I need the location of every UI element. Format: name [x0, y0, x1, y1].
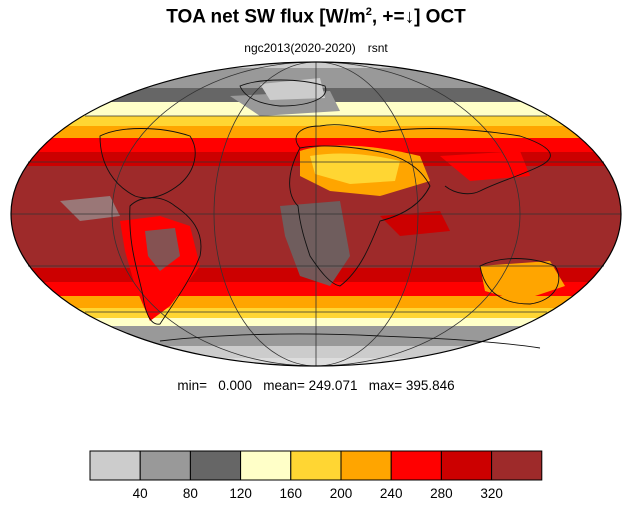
colorbar-tick-label: 40 — [133, 486, 148, 501]
colorbar: 40 80 120 160 200 240 280 320 — [89, 450, 543, 501]
greenland-core — [260, 78, 325, 100]
colorbar-box — [290, 450, 342, 481]
map-subtitle: ngc2013(2020-2020) rsnt — [0, 41, 632, 55]
colorbar-tick-label: 320 — [480, 486, 503, 501]
map-outline — [10, 61, 622, 367]
sahara-core — [310, 153, 400, 184]
coastlines — [99, 79, 560, 349]
colorbar-tick-label: 200 — [330, 486, 353, 501]
colorbar-tick-label: 280 — [430, 486, 453, 501]
subtitle-dataset: ngc2013(2020-2020) — [244, 41, 356, 55]
colorbar-box — [240, 450, 292, 481]
mollweide-map — [10, 61, 622, 367]
map-title: TOA net SW flux [W/m2, +=↓] OCT — [166, 6, 466, 28]
colorbar-box — [189, 450, 242, 481]
colorbar-tick-label: 80 — [183, 486, 198, 501]
colorbar-box — [340, 450, 392, 481]
down-arrow-icon: ↓ — [404, 6, 415, 28]
colorbar-box — [440, 450, 493, 481]
colorbar-tick-label: 240 — [380, 486, 403, 501]
africa-cloud-region — [280, 201, 350, 286]
australia-region — [480, 261, 565, 301]
pacific-cloud-region — [60, 196, 120, 221]
subtitle-variable: rsnt — [367, 41, 388, 55]
colorbar-tick-label: 120 — [229, 486, 252, 501]
colorbar-labels: 40 80 120 160 200 240 280 320 — [133, 486, 503, 501]
asia-region — [440, 151, 530, 181]
map-stats: min= 0.000 mean= 249.071 max= 395.846 — [177, 378, 455, 393]
colorbar-box — [139, 450, 191, 481]
colorbar-box — [89, 450, 141, 481]
colorbar-box — [390, 450, 442, 481]
colorbar-box — [491, 450, 543, 481]
amazon-cloud-region — [145, 228, 180, 271]
colorbar-tick-label: 160 — [280, 486, 303, 501]
colorbar-boxes — [89, 450, 543, 481]
indian-ocean-region — [380, 211, 450, 236]
